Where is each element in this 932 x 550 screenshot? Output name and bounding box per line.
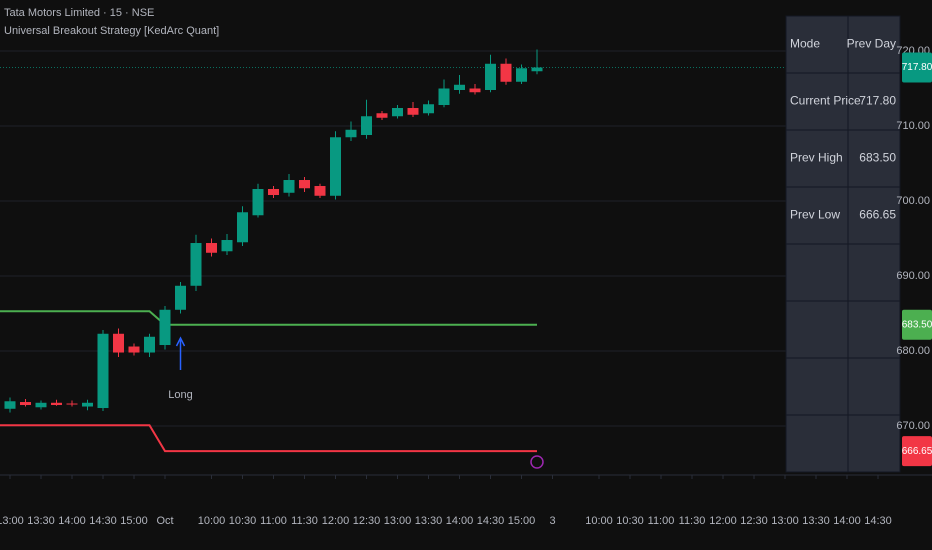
x-tick-label: 15:00 bbox=[120, 515, 148, 527]
table-row bbox=[785, 414, 901, 473]
candle-body bbox=[20, 402, 31, 406]
x-tick-label: 11:30 bbox=[679, 515, 706, 527]
candle-body bbox=[82, 402, 93, 407]
x-tick-label: 12:30 bbox=[740, 515, 768, 527]
candle-body bbox=[206, 243, 217, 253]
table-cell: Current Price bbox=[790, 94, 861, 108]
x-tick-label: Oct bbox=[156, 515, 173, 527]
price-tag-label: 717.80 bbox=[902, 62, 932, 73]
candle-body bbox=[531, 67, 543, 72]
x-tick-label: 11:00 bbox=[260, 515, 287, 527]
candle-body bbox=[454, 84, 465, 91]
candle-body bbox=[500, 63, 512, 82]
candle-body bbox=[159, 309, 171, 346]
chart-title: Tata Motors Limited · 15 · NSE bbox=[4, 7, 154, 19]
candle-body bbox=[128, 346, 140, 353]
candle-body bbox=[407, 108, 419, 115]
candle-body bbox=[268, 189, 279, 196]
candle-body bbox=[175, 285, 186, 310]
x-tick-label: 14:00 bbox=[446, 515, 474, 527]
x-tick-label: 12:00 bbox=[322, 515, 350, 527]
x-tick-label: 12:00 bbox=[709, 515, 737, 527]
y-tick-label: 700.00 bbox=[896, 195, 930, 207]
level-line bbox=[0, 310, 537, 326]
x-tick-label: 13:00 bbox=[384, 515, 412, 527]
candle-body bbox=[4, 401, 16, 409]
x-tick-label: 12:30 bbox=[353, 515, 381, 527]
price-tag bbox=[902, 436, 932, 467]
x-tick-label: 11:30 bbox=[291, 515, 318, 527]
candle-body bbox=[299, 180, 310, 189]
table-row bbox=[785, 129, 901, 188]
level-line bbox=[0, 424, 537, 453]
candle-body bbox=[113, 333, 124, 353]
x-tick-label: 13:30 bbox=[27, 515, 55, 527]
table-cell: 717.80 bbox=[859, 94, 896, 108]
price-tag bbox=[902, 309, 932, 340]
x-tick-label: 13:30 bbox=[415, 515, 443, 527]
x-tick-label: 10:00 bbox=[585, 515, 613, 527]
x-tick-label: 11:00 bbox=[648, 515, 675, 527]
signal-arrow-head bbox=[175, 336, 186, 347]
x-tick-label: 10:00 bbox=[198, 515, 226, 527]
candle-body bbox=[361, 116, 372, 136]
x-tick-label: 10:30 bbox=[616, 515, 644, 527]
candle-body bbox=[144, 336, 155, 353]
signal-label: Long bbox=[168, 389, 192, 401]
y-tick-label: 670.00 bbox=[896, 420, 930, 432]
table-cell: Mode bbox=[790, 37, 820, 51]
table-row bbox=[785, 72, 901, 131]
table-cell: 666.65 bbox=[859, 208, 896, 222]
x-tick-label: 14:30 bbox=[477, 515, 505, 527]
candle-body bbox=[221, 240, 233, 252]
x-tick-label: 10:30 bbox=[229, 515, 257, 527]
candle-body bbox=[283, 180, 295, 193]
indicator-name: Universal Breakout Strategy [KedArc Quan… bbox=[4, 25, 219, 37]
x-tick-label: 14:00 bbox=[833, 515, 861, 527]
table-row bbox=[785, 243, 901, 302]
candle-body bbox=[237, 212, 248, 243]
x-tick-label: 13:00 bbox=[771, 515, 799, 527]
table-row bbox=[785, 300, 901, 359]
price-tag-label: 666.65 bbox=[902, 446, 932, 457]
price-tag bbox=[902, 52, 932, 83]
candle-body bbox=[330, 137, 341, 196]
candle-body bbox=[252, 189, 264, 216]
candle-body bbox=[51, 402, 62, 406]
candle-body bbox=[97, 333, 109, 409]
x-tick-label: 15:00 bbox=[508, 515, 536, 527]
candle-body bbox=[35, 402, 47, 408]
table-cell: 683.50 bbox=[859, 151, 896, 165]
candle-body bbox=[469, 88, 481, 93]
x-tick-label: 13:00 bbox=[0, 515, 24, 527]
x-tick-label: 14:30 bbox=[89, 515, 117, 527]
candle-body bbox=[485, 63, 496, 91]
table-cell: Prev Low bbox=[790, 208, 840, 222]
candle-body bbox=[314, 186, 326, 196]
candle-body bbox=[392, 108, 403, 117]
table-row bbox=[785, 357, 901, 416]
x-tick-label: 3 bbox=[549, 515, 555, 527]
candle-body bbox=[516, 68, 527, 82]
candle-body bbox=[438, 88, 450, 106]
candle-body bbox=[376, 113, 388, 118]
y-tick-label: 680.00 bbox=[896, 345, 930, 357]
candle-body bbox=[345, 129, 357, 138]
x-tick-label: 14:00 bbox=[58, 515, 86, 527]
table-cell: Prev Day bbox=[847, 37, 896, 51]
strategy-icon bbox=[530, 455, 544, 469]
candle-body bbox=[190, 243, 202, 286]
table-row bbox=[785, 186, 901, 245]
x-tick-label: 13:30 bbox=[802, 515, 830, 527]
candle-body bbox=[66, 403, 78, 405]
price-tag-label: 683.50 bbox=[902, 319, 932, 330]
candle-body bbox=[423, 104, 434, 114]
x-tick-label: 14:30 bbox=[864, 515, 892, 527]
y-tick-label: 690.00 bbox=[896, 270, 930, 282]
table-cell: Prev High bbox=[790, 151, 843, 165]
y-tick-label: 710.00 bbox=[896, 120, 930, 132]
